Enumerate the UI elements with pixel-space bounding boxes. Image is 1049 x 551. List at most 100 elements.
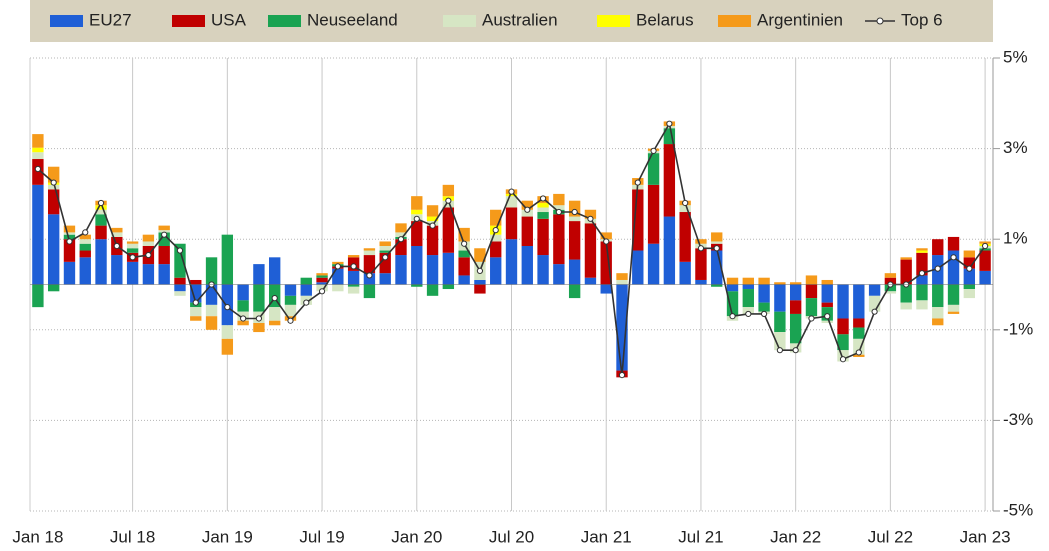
line-marker [839, 356, 847, 363]
bar [711, 284, 723, 287]
bar [932, 318, 944, 326]
x-tick-label: Jan 22 [770, 527, 821, 546]
bar [932, 284, 944, 308]
line-marker [413, 215, 420, 222]
bar [553, 214, 565, 265]
bar [347, 255, 360, 258]
bar [726, 277, 739, 285]
line-marker [587, 215, 594, 222]
bar [932, 239, 944, 256]
bar [474, 284, 486, 294]
bar [916, 250, 928, 253]
bar [553, 193, 565, 206]
x-tick-label: Jan 21 [581, 527, 632, 546]
bar [411, 196, 423, 210]
bar [916, 252, 928, 276]
bar [568, 200, 581, 217]
bar [205, 284, 218, 305]
bar [853, 354, 865, 357]
bar [221, 338, 234, 355]
bar [111, 255, 123, 285]
bar [442, 207, 455, 253]
bar [411, 245, 423, 285]
bar [300, 284, 312, 296]
bar [616, 279, 628, 285]
bar [95, 239, 107, 285]
line-marker [950, 254, 957, 261]
bar [742, 289, 754, 308]
line-marker [918, 270, 926, 277]
line-marker [729, 313, 736, 320]
bar [142, 264, 155, 285]
bar [126, 248, 139, 253]
line-marker [824, 313, 831, 320]
y-tick-label: -3% [1003, 410, 1033, 429]
bar [363, 255, 376, 274]
bar [158, 225, 170, 231]
bar [411, 284, 423, 287]
bar [79, 239, 91, 244]
bar [316, 273, 328, 276]
bar [963, 284, 976, 290]
bar [758, 302, 770, 312]
bar [742, 277, 754, 285]
bar [32, 284, 44, 308]
line-marker [192, 299, 199, 306]
bar [284, 295, 297, 305]
line-marker [650, 147, 657, 154]
bar [95, 205, 107, 210]
bar [126, 243, 139, 249]
legend-label: EU27 [89, 10, 132, 29]
bar [332, 284, 344, 292]
bar [711, 241, 723, 244]
bar [963, 250, 976, 258]
line-marker [50, 179, 57, 186]
bar [805, 298, 818, 317]
line-marker [666, 120, 673, 127]
bar [174, 243, 186, 278]
x-tick-label: Jul 18 [110, 527, 155, 546]
line-marker [982, 242, 989, 250]
bar [158, 230, 170, 233]
line-marker [776, 347, 783, 354]
line-marker [97, 199, 105, 207]
bar [316, 282, 328, 285]
bar [789, 284, 802, 301]
bar [853, 338, 865, 355]
bar [95, 225, 107, 240]
line-marker [745, 310, 752, 318]
bar [789, 313, 802, 344]
bar [663, 216, 676, 285]
line-marker [603, 238, 610, 245]
x-tick-label: Jan 23 [960, 527, 1011, 546]
bar [947, 311, 960, 314]
bar [600, 284, 612, 294]
bar [426, 205, 439, 217]
bar [553, 264, 565, 285]
y-tick-label: 1% [1003, 229, 1028, 248]
bar [32, 184, 44, 285]
bar [774, 311, 786, 333]
bar [632, 250, 644, 285]
bar [426, 225, 439, 256]
bar [789, 300, 802, 314]
bar [979, 250, 991, 271]
line-marker [34, 165, 41, 173]
bar [253, 323, 265, 333]
bar [458, 257, 470, 276]
bar [47, 284, 60, 292]
line-marker [855, 349, 862, 356]
bar [174, 291, 186, 296]
bar [963, 289, 976, 299]
line-marker [350, 263, 357, 270]
line-marker [224, 304, 231, 311]
bar [932, 307, 944, 319]
bar [521, 216, 533, 246]
bar [900, 259, 912, 285]
line-marker [634, 179, 641, 186]
bar [758, 284, 770, 303]
bar [379, 250, 391, 253]
bar [647, 153, 660, 185]
bar [695, 239, 707, 244]
